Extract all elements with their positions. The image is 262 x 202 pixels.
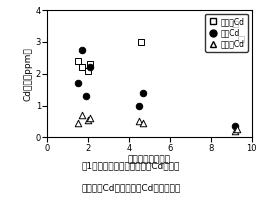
Point	[76, 121, 80, 125]
Point	[88, 66, 92, 69]
Point	[86, 118, 90, 121]
Point	[80, 66, 84, 69]
Point	[233, 129, 237, 133]
Point	[141, 121, 145, 125]
Point	[76, 82, 80, 85]
Point	[86, 69, 90, 72]
Legend: 土壌全Cd, 子実Cd, 交換態Cd: 土壌全Cd, 子実Cd, 交換態Cd	[205, 14, 248, 52]
Point	[137, 104, 141, 107]
Point	[88, 117, 92, 120]
Point	[239, 37, 243, 40]
Point	[233, 23, 237, 26]
Point	[76, 59, 80, 63]
Y-axis label: Cd含量（ppm）: Cd含量（ppm）	[24, 47, 33, 101]
Point	[80, 114, 84, 117]
Point	[141, 91, 145, 95]
Point	[88, 63, 92, 66]
Text: 図1　土壌の全炎素含量と全Cd含量、: 図1 土壌の全炎素含量と全Cd含量、	[82, 161, 180, 170]
Point	[139, 40, 143, 44]
Point	[235, 128, 239, 131]
X-axis label: 全炎素含量（％）: 全炎素含量（％）	[128, 155, 171, 164]
Point	[137, 120, 141, 123]
Point	[80, 48, 84, 52]
Point	[84, 94, 88, 98]
Text: 交換態Cd含量、子実Cd含量の関係: 交換態Cd含量、子実Cd含量の関係	[81, 183, 181, 192]
Point	[233, 125, 237, 128]
